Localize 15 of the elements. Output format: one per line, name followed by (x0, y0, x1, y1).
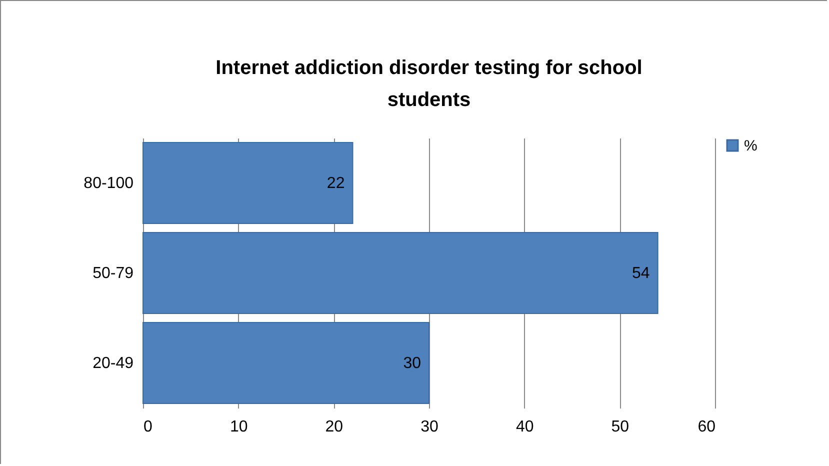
data-label: 22 (326, 175, 345, 192)
x-tick-label: 20 (325, 418, 344, 436)
x-tick-label: 50 (611, 418, 630, 436)
data-label: 30 (403, 355, 422, 372)
x-tick-label: 30 (420, 418, 438, 436)
y-tick-label: 50-79 (92, 265, 134, 282)
chart-title: Internet addiction disorder testing for school students (216, 57, 642, 111)
x-tick-label: 40 (516, 418, 534, 436)
y-tick-label: 20-49 (92, 355, 134, 372)
data-label: 54 (632, 265, 650, 282)
x-tick-label: 10 (230, 418, 248, 436)
x-tick-label: 60 (698, 418, 716, 436)
x-tick-label: 0 (144, 418, 152, 436)
legend-label: % (744, 138, 758, 154)
y-tick-label: 80-100 (84, 175, 134, 192)
